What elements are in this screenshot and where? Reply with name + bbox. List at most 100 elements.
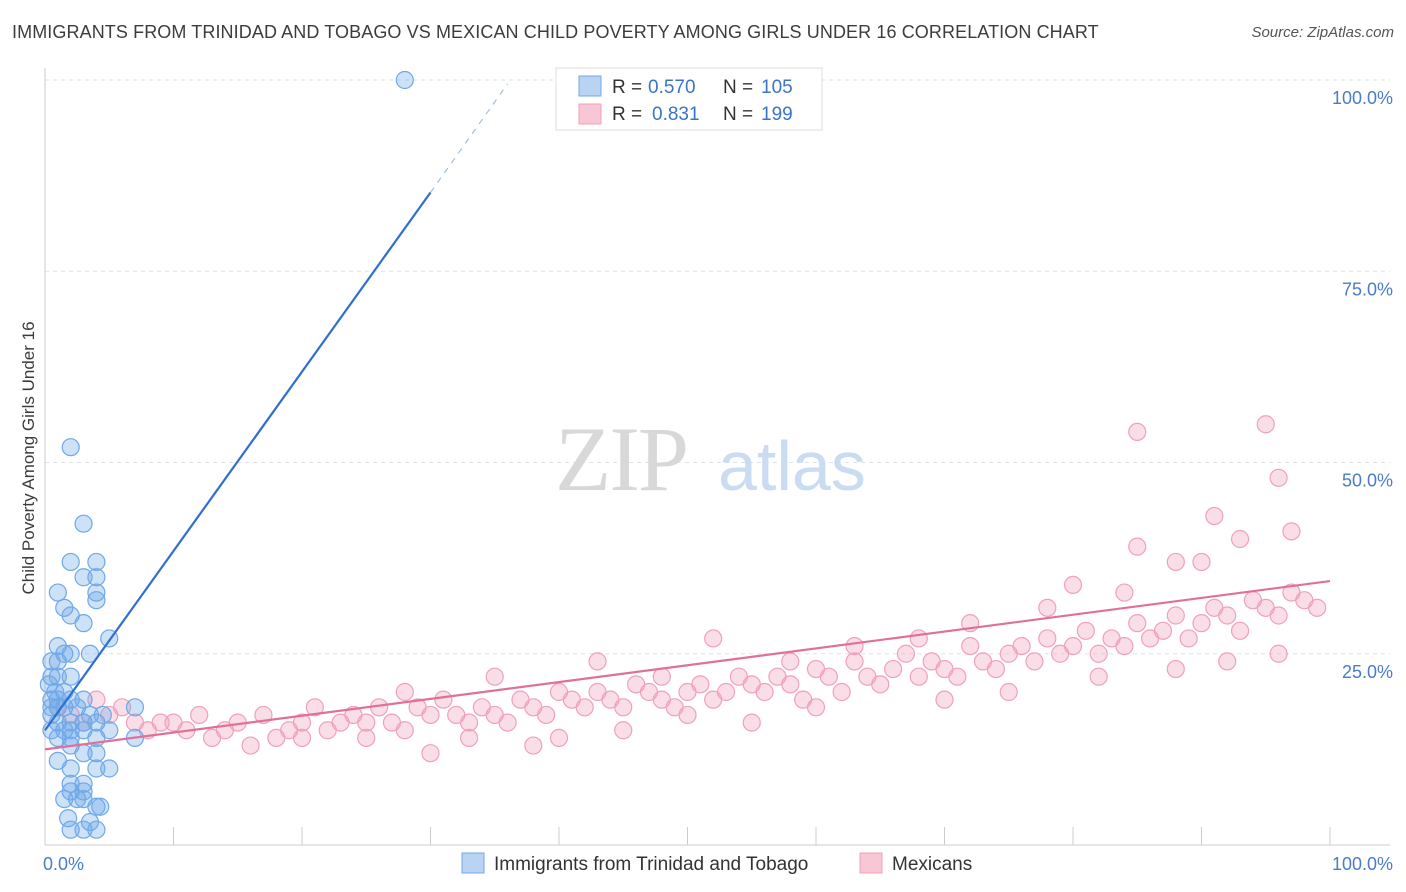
mexicans-point [871, 675, 890, 694]
mexicans-point [1179, 629, 1198, 648]
mexicans-point [87, 690, 106, 709]
mexicans-point [1063, 636, 1083, 656]
mexicans-point [678, 705, 697, 725]
y-tick-label: 100.0% [1332, 88, 1393, 108]
mexicans-point [999, 682, 1018, 702]
mexicans-point [1192, 552, 1211, 572]
mexicans-point [1269, 468, 1288, 487]
series-swatch-blue [461, 852, 485, 874]
mexicans-point [241, 736, 260, 755]
series-legend: Immigrants from Trinidad and Tobago Mexi… [461, 852, 972, 875]
mexicans-point [1128, 537, 1147, 556]
trinidad-trend-line [44, 191, 432, 731]
mexicans-points [48, 415, 1327, 763]
mexicans-point [704, 629, 723, 648]
trinidad-point [87, 820, 106, 839]
legend-n-label-1: N = [723, 77, 753, 98]
mexicans-point [1256, 415, 1275, 434]
trinidad-trend-extension [430, 83, 509, 193]
mexicans-point [395, 721, 414, 740]
mexicans-point [1282, 522, 1301, 541]
mexicans-point [1038, 598, 1057, 617]
mexicans-point [1115, 636, 1134, 656]
mexicans-point [896, 644, 916, 663]
mexicans-point [1038, 629, 1057, 648]
mexicans-point [1166, 606, 1185, 625]
mexicans-point [190, 705, 209, 725]
trinidad-point [42, 652, 61, 671]
trinidad-point [87, 591, 106, 610]
grid-lines [45, 79, 1390, 655]
mexicans-point [716, 682, 736, 702]
series-label-trinidad: Immigrants from Trinidad and Tobago [494, 854, 808, 875]
mexicans-point [755, 682, 774, 702]
trinidad-point [74, 614, 93, 633]
trend-lines [44, 83, 1331, 751]
legend-n-label-2: N = [723, 104, 753, 125]
mexicans-point [806, 698, 826, 717]
watermark-atlas: atlas [718, 427, 866, 505]
trinidad-point [55, 789, 74, 809]
mexicans-point [1269, 606, 1288, 625]
mexicans-point [524, 736, 543, 755]
mexicans-point [1025, 652, 1044, 671]
mexicans-point [549, 728, 569, 748]
mexicans-point [537, 705, 556, 725]
mexicans-point [614, 698, 633, 717]
mexicans-point [1089, 667, 1108, 686]
trinidad-points [39, 70, 414, 839]
mexicans-point [1205, 506, 1224, 526]
y-tick-label: 25.0% [1342, 662, 1393, 682]
trinidad-point [61, 759, 80, 778]
mexicans-point [1166, 552, 1185, 572]
mexicans-point [1012, 636, 1031, 656]
mexicans-point [1063, 575, 1083, 595]
x-tick-label: 0.0% [43, 854, 84, 874]
trinidad-point [80, 644, 100, 663]
mexicans-point [1128, 614, 1147, 633]
mexicans-point [832, 682, 851, 702]
mexicans-point [1269, 644, 1288, 663]
trinidad-point [87, 583, 106, 602]
mexicans-point [819, 667, 838, 686]
mexicans-point [1218, 652, 1237, 671]
trinidad-point [74, 820, 93, 839]
mexicans-point [498, 713, 517, 732]
mexicans-point [421, 705, 440, 725]
mexicans-point [434, 690, 453, 709]
mexicans-point [883, 659, 903, 679]
watermark: ZIP atlas [555, 408, 866, 510]
mexicans-point [1230, 621, 1250, 640]
trinidad-point [100, 759, 119, 778]
mexicans-point [614, 721, 633, 740]
mexicans-point [1076, 621, 1095, 640]
mexicans-point [1230, 529, 1250, 549]
mexicans-point [691, 675, 710, 694]
mexicans-point [1192, 614, 1211, 633]
trinidad-point [59, 809, 78, 828]
watermark-zip: ZIP [555, 408, 687, 510]
legend-swatch-pink [578, 103, 602, 125]
legend-r-label-1: R = [612, 77, 642, 98]
correlation-legend: R = 0.570 N = 105 R = 0.831 N = 199 [555, 67, 823, 131]
legend-n-value-1: 105 [761, 77, 793, 98]
mexicans-point [357, 728, 376, 748]
mexicans-point [395, 682, 414, 702]
mexicans-point [1153, 621, 1173, 640]
trinidad-point [87, 568, 106, 587]
mexicans-point [742, 713, 761, 732]
mexicans-point [305, 698, 324, 717]
mexicans-point [845, 636, 864, 656]
mexicans-point [112, 698, 132, 717]
trinidad-point [61, 438, 80, 457]
trinidad-point [74, 514, 93, 533]
mexicans-point [935, 690, 954, 709]
mexicans-point [948, 667, 967, 686]
mexicans-point [986, 659, 1006, 679]
mexicans-point [421, 744, 440, 763]
trinidad-point [74, 568, 93, 587]
trinidad-point [87, 744, 106, 763]
trinidad-point [61, 820, 80, 839]
legend-r-value-1: 0.570 [648, 77, 696, 98]
